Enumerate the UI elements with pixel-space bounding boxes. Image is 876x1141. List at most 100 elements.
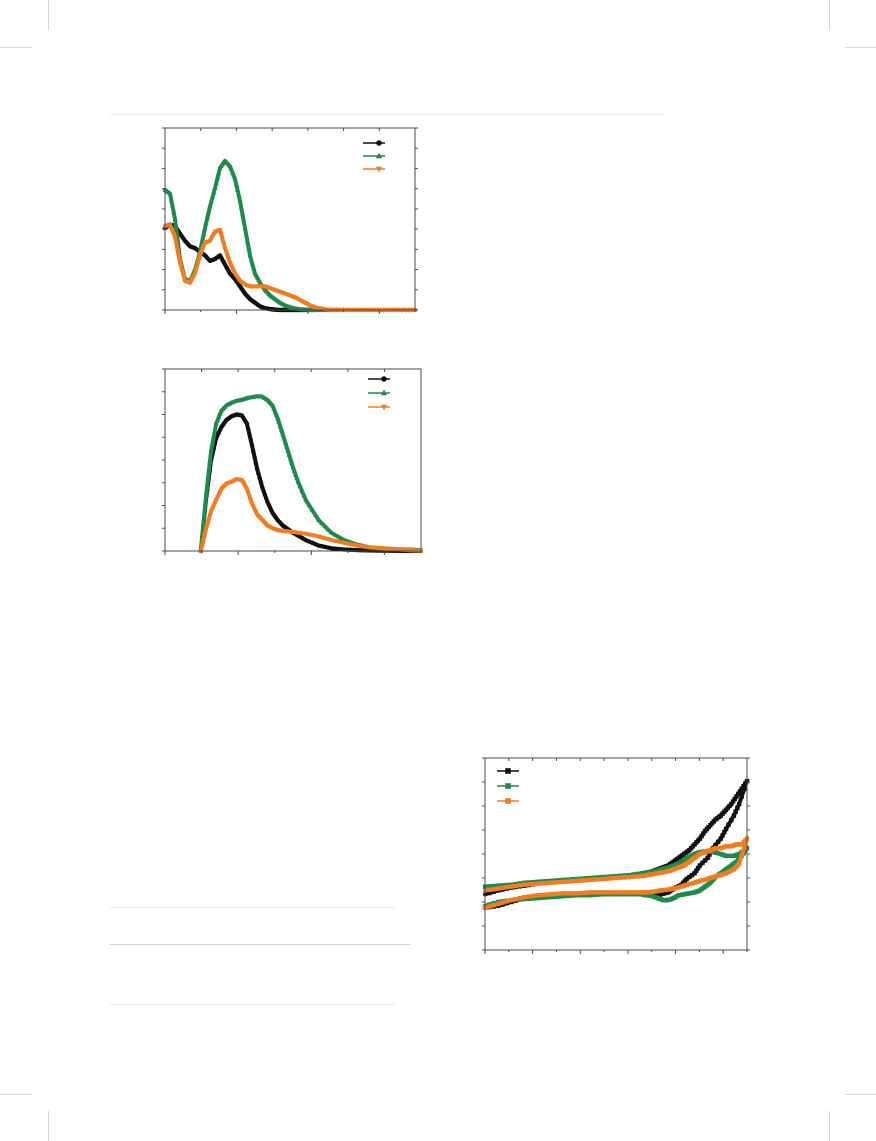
data-point <box>297 483 303 489</box>
data-point <box>697 878 703 884</box>
data-point <box>734 794 739 799</box>
data-point <box>200 538 206 543</box>
legend-entry-orange-series <box>368 404 390 411</box>
data-point <box>253 510 259 515</box>
data-point <box>204 522 210 528</box>
data-point <box>720 833 725 838</box>
data-point <box>295 479 301 484</box>
legend-marker <box>375 166 383 173</box>
data-point <box>176 254 182 259</box>
data-point <box>316 517 322 522</box>
data-point <box>687 854 692 859</box>
data-point <box>618 875 623 880</box>
data-point <box>206 209 212 214</box>
data-point <box>687 881 692 887</box>
data-point <box>718 836 723 841</box>
data-point <box>622 890 627 895</box>
data-point <box>707 852 712 857</box>
data-point <box>172 216 178 221</box>
legend-marker <box>376 140 382 146</box>
data-point <box>217 228 223 233</box>
data-point <box>522 895 527 900</box>
data-point <box>376 546 382 551</box>
data-point <box>170 229 175 234</box>
data-point <box>504 885 510 890</box>
data-point <box>729 868 734 873</box>
data-point <box>609 890 614 895</box>
data-point <box>209 441 215 446</box>
data-point <box>726 869 731 875</box>
data-point <box>671 886 676 891</box>
data-point <box>561 894 566 899</box>
data-point <box>402 548 408 553</box>
data-point <box>325 526 331 532</box>
data-point <box>543 895 549 900</box>
data-point <box>509 884 514 889</box>
data-point <box>258 480 264 485</box>
header-rule <box>110 114 665 115</box>
data-point <box>660 866 666 871</box>
data-point <box>495 901 501 907</box>
data-point <box>491 889 496 894</box>
data-point <box>736 861 742 866</box>
legend-entry-black-series <box>363 140 385 146</box>
data-point <box>262 492 268 497</box>
data-point <box>557 879 562 885</box>
data-point <box>504 882 510 888</box>
legend-marker <box>375 152 383 159</box>
data-point <box>530 881 536 887</box>
legend-marker <box>380 389 388 396</box>
data-point <box>288 456 293 461</box>
legend <box>497 768 519 804</box>
data-point <box>203 220 209 225</box>
legend-marker <box>380 404 388 411</box>
data-point <box>530 893 536 899</box>
data-point <box>272 409 278 414</box>
data-point <box>273 412 279 417</box>
data-point <box>213 420 219 426</box>
text-rule-2 <box>110 944 410 945</box>
legend-entry-green-series <box>363 152 385 159</box>
black-series <box>162 222 417 313</box>
data-point <box>335 546 340 552</box>
data-point <box>713 874 718 879</box>
orange-series <box>198 477 423 554</box>
data-point <box>591 890 597 895</box>
data-point <box>700 860 705 866</box>
data-point <box>600 890 606 895</box>
data-point <box>613 875 619 881</box>
data-point <box>285 448 291 453</box>
data-point <box>692 871 697 876</box>
data-point <box>223 250 229 255</box>
data-point <box>733 809 738 814</box>
data-point <box>170 203 175 209</box>
data-point <box>192 271 198 277</box>
data-point <box>204 482 210 487</box>
data-point <box>635 871 641 877</box>
data-point <box>228 263 234 269</box>
data-point <box>737 789 743 794</box>
data-point <box>715 873 721 878</box>
data-point <box>244 487 250 492</box>
data-point <box>526 882 531 887</box>
data-point <box>263 496 269 501</box>
data-point <box>539 895 544 901</box>
data-point <box>539 892 544 898</box>
data-point <box>226 257 232 262</box>
data-point <box>291 468 297 473</box>
data-point <box>252 507 258 512</box>
data-point <box>504 899 510 904</box>
data-point <box>245 239 250 244</box>
data-point <box>578 893 584 898</box>
data-point <box>241 218 247 224</box>
data-point <box>689 853 695 858</box>
data-point <box>491 887 496 892</box>
data-point <box>248 498 254 503</box>
data-point <box>705 855 710 861</box>
data-point <box>238 204 244 210</box>
data-point <box>211 434 217 440</box>
data-point <box>731 813 737 818</box>
data-point <box>495 883 501 888</box>
data-point <box>396 547 402 553</box>
data-point <box>303 497 309 502</box>
